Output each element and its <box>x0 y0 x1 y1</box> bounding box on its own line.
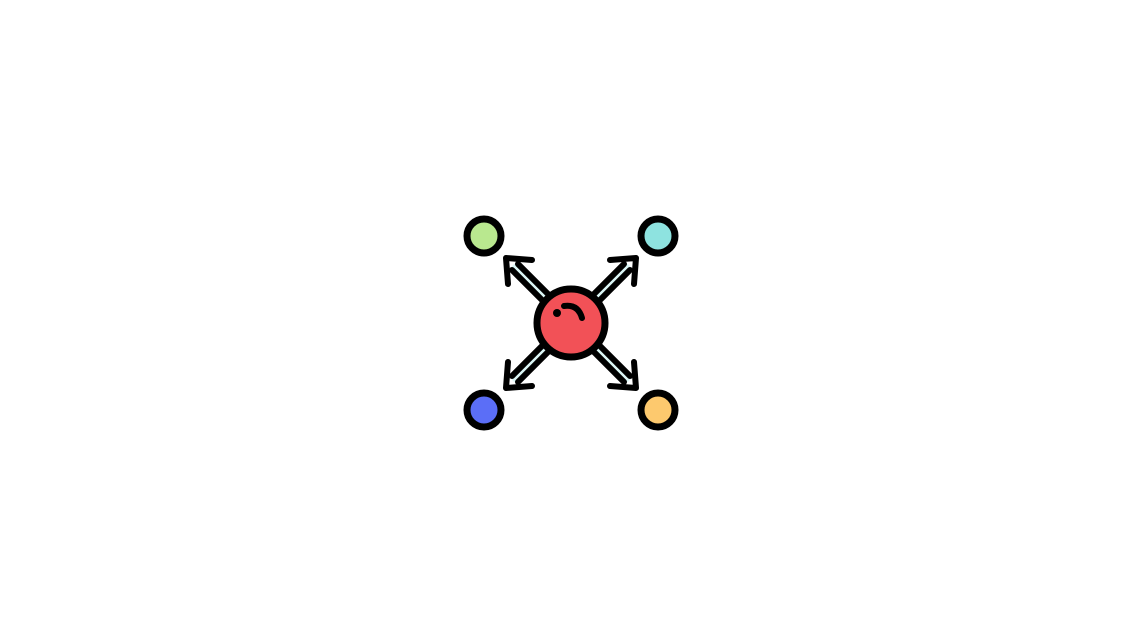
node-bottom-left-icon <box>463 389 505 431</box>
highlight-dot-icon <box>553 309 561 317</box>
highlight-arc-icon <box>561 302 585 321</box>
distribution-icon <box>460 212 682 434</box>
node-top-right-icon <box>637 215 679 257</box>
distribution-icon-svg <box>463 215 679 431</box>
node-top-left-icon <box>463 215 505 257</box>
arrows-group <box>503 255 639 391</box>
center-ball-icon <box>533 285 609 361</box>
node-bottom-right-icon <box>637 389 679 431</box>
